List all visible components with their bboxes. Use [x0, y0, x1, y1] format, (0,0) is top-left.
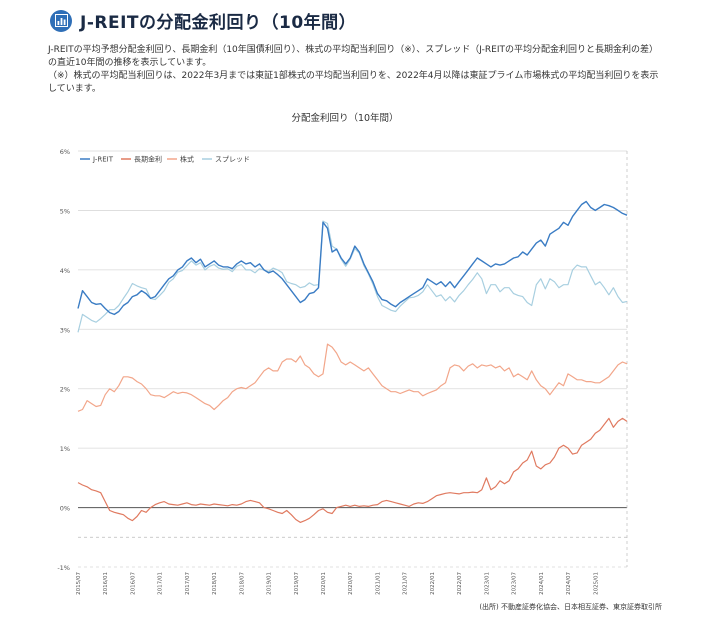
x-tick-label: 2016/07: [130, 572, 136, 595]
axis-labels: -1% 0% 1% 2% 3% 4% 5% 6% 2015/07 2016/01 2016/07 20…: [57, 148, 599, 595]
description-note: （※）株式の平均配当利回りは、2022年3月までは東証1部株式の平均配当利回りを…: [48, 71, 659, 94]
page-title: J-REITの分配金利回り（10年間）: [80, 13, 357, 33]
x-tick-label: 2018/07: [239, 572, 245, 595]
x-tick-label: 2023/07: [512, 572, 518, 595]
y-tick-label: 1%: [60, 445, 70, 453]
series-line-2: [77, 343, 628, 412]
legend-label: 株式: [180, 155, 194, 164]
x-tick-label: 2024/01: [539, 572, 545, 595]
grid-lines: [78, 150, 628, 568]
x-tick-label: 2019/07: [294, 572, 300, 595]
x-tick-label: 2020/01: [321, 572, 327, 595]
x-tick-label: 2015/07: [76, 572, 82, 595]
x-tick-label: 2021/01: [375, 572, 381, 595]
x-tick-label: 2016/01: [103, 572, 109, 595]
chart-title: 分配金利回り（10年間）: [291, 112, 398, 124]
x-tick-label: 2024/07: [566, 572, 572, 595]
y-tick-label: 0%: [60, 505, 70, 513]
x-tick-label: 2020/07: [348, 572, 354, 595]
series-line-3: [77, 220, 628, 333]
x-tick-label: 2019/01: [267, 572, 273, 595]
chart-legend: J-REIT 長期金利 株式 スプレッド: [80, 155, 250, 164]
y-tick-label: 5%: [60, 207, 70, 215]
y-tick-label: 6%: [60, 148, 70, 156]
description: J-REITの平均予想分配金利回り、長期金利（10年国債利回り）、株式の平均配当…: [48, 44, 663, 96]
x-tick-label: 2017/01: [158, 572, 164, 595]
x-tick-label: 2025/01: [593, 572, 599, 595]
source-note: (出所) 不動産証券化協会、日本相互証券、東京証券取引所: [479, 603, 662, 611]
bar-chart-icon: [50, 9, 72, 32]
y-tick-label: -1%: [57, 564, 70, 572]
legend-label: 長期金利: [134, 155, 162, 164]
page-header: J-REITの分配金利回り（10年間）: [50, 8, 356, 33]
x-tick-label: 2022/01: [430, 572, 436, 595]
series-line-1: [77, 417, 628, 524]
legend-label: J-REIT: [92, 156, 114, 164]
legend-label: スプレッド: [215, 156, 250, 164]
x-tick-label: 2017/07: [185, 572, 191, 595]
x-tick-label: 2022/07: [457, 572, 463, 595]
x-tick-label: 2021/07: [403, 572, 409, 595]
y-tick-label: 4%: [60, 267, 70, 275]
x-tick-label: 2023/01: [484, 572, 490, 595]
x-tick-label: 2018/01: [212, 572, 218, 595]
series-lines: [77, 200, 628, 524]
y-tick-label: 2%: [60, 386, 70, 394]
y-tick-label: 3%: [60, 326, 70, 334]
description-text: J-REITの平均予想分配金利回り、長期金利（10年国債利回り）、株式の平均配当…: [48, 45, 658, 68]
series-line-0: [77, 200, 628, 316]
